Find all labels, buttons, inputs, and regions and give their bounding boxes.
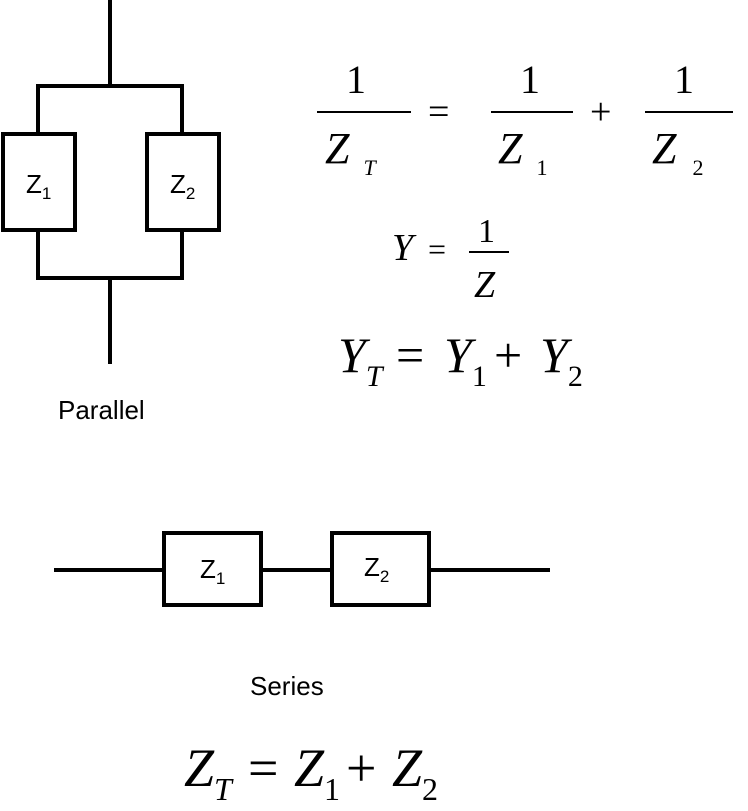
yt-term: YT (338, 327, 385, 393)
y2-term: Y2 (540, 327, 583, 393)
numerator: 1 (674, 57, 694, 102)
parallel-impedance-z1: Z1 (1, 132, 77, 232)
admittance-sum-equation: YT = Y1 + Y2 (338, 327, 583, 393)
equals-sign: = (428, 91, 449, 133)
equals-sign: = (248, 738, 278, 798)
parallel-circuit: Z1 Z2 Parallel (1, 0, 221, 425)
equals-sign: = (428, 231, 446, 267)
impedance-label: Z1 (26, 169, 51, 203)
series-sum-equation: ZT = Z1 + Z2 (184, 738, 438, 807)
impedance-box (330, 531, 431, 607)
z1-term: Z1 (294, 738, 340, 807)
numerator: 1 (520, 57, 540, 102)
impedance-box (162, 531, 263, 607)
impedance-label: Z1 (200, 554, 225, 588)
impedance-box (1, 132, 77, 232)
plus-sign: + (494, 327, 522, 383)
y-symbol: Y (392, 227, 417, 269)
series-impedance-z1: Z1 (162, 531, 263, 607)
numerator: 1 (478, 213, 495, 250)
plus-sign: + (590, 91, 611, 133)
plus-sign: + (346, 738, 376, 798)
series-impedance-z2: Z2 (330, 531, 431, 607)
z2-term: Z2 (392, 738, 438, 807)
parallel-bottom-rail (36, 228, 184, 280)
zt-term: ZT (184, 738, 234, 807)
series-caption: Series (250, 671, 324, 701)
denominator-z: Z (474, 264, 496, 306)
impedance-label: Z2 (364, 552, 389, 586)
numerator: 1 (346, 57, 366, 102)
impedance-label: Z2 (170, 169, 195, 203)
y1-term: Y1 (444, 327, 487, 393)
impedance-box (145, 132, 221, 232)
admittance-definition: Y = 1 Z (392, 213, 509, 306)
parallel-impedance-z2: Z2 (145, 132, 221, 232)
parallel-caption: Parallel (58, 395, 145, 425)
parallel-top-rail (36, 84, 184, 136)
series-circuit: Z1 Z2 Series (54, 531, 550, 701)
equals-sign: = (396, 327, 424, 383)
